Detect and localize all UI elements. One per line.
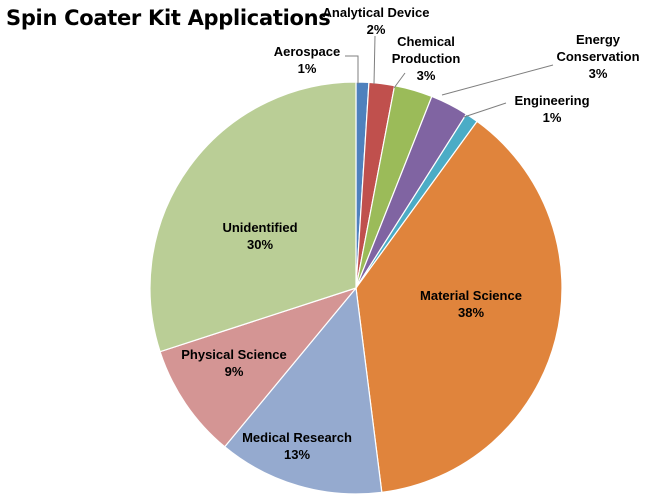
data-label-analytical-device: Analytical Device 2% <box>323 5 430 37</box>
pie-slice-physical-science <box>159 286 358 448</box>
data-label-aerospace: Aerospace 1% <box>274 44 340 76</box>
data-label-physical-science: Physical Science 9% <box>181 347 287 379</box>
data-label-chemical-production: Chemical Production 3% <box>392 34 461 83</box>
leader-line-aerospace <box>345 55 359 84</box>
leader-line-energy-conservation <box>441 64 554 96</box>
chart-title: Spin Coater Kit Applications <box>6 6 331 30</box>
leader-line-chemical-production <box>393 72 406 89</box>
data-label-medical-research: Medical Research 13% <box>242 430 352 462</box>
data-label-energy-conservation: Energy Conservation 3% <box>556 32 639 81</box>
leader-line-engineering <box>463 102 507 118</box>
pie-slice-medical-research <box>223 286 383 495</box>
leader-line-analytical-device <box>373 35 376 85</box>
data-label-material-science: Material Science 38% <box>420 288 522 320</box>
pie-slice-material-science <box>355 120 563 494</box>
data-label-unidentified: Unidentified 30% <box>222 220 297 252</box>
data-label-engineering: Engineering 1% <box>514 93 589 125</box>
pie-slice-unidentified <box>149 81 357 353</box>
